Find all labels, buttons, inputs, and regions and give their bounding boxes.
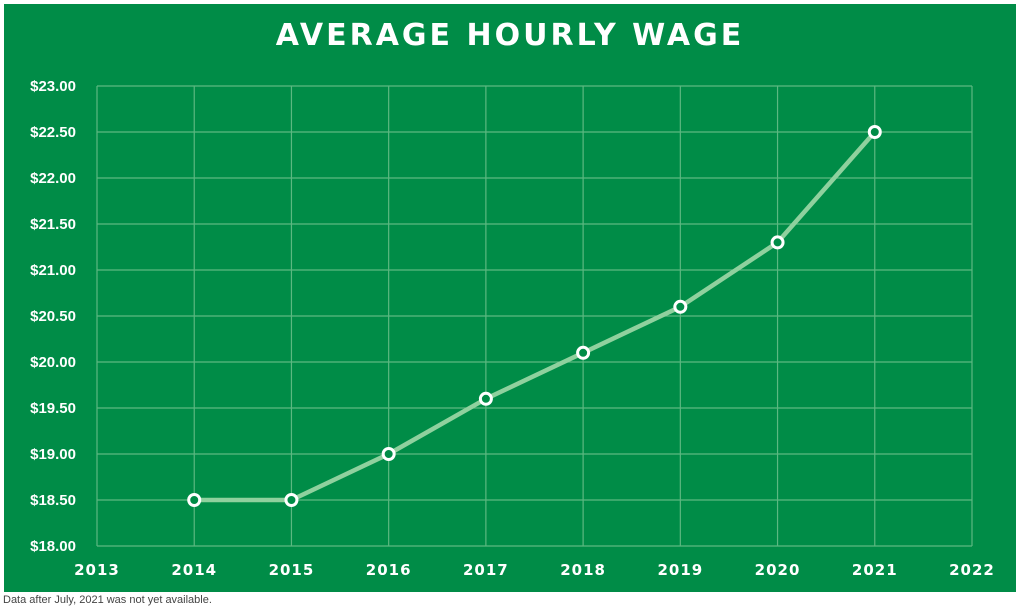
y-axis-ticks: $18.00 $18.50 $19.00 $19.50 $20.00 $20.50 $21.…: [30, 78, 76, 555]
data-point: [381, 447, 396, 461]
y-tick-label: $18.50: [30, 492, 76, 509]
x-tick-label: 2014: [171, 561, 217, 579]
chart-panel: AVERAGE HOURLY WAGE $18.00 $18.50 $19.00 $1…: [4, 4, 1016, 592]
x-tick-label: 2018: [560, 561, 606, 579]
x-tick-label: 2013: [74, 561, 120, 579]
data-point: [187, 493, 202, 507]
series-line: [191, 129, 878, 503]
footnote: Data after July, 2021 was not yet availa…: [3, 594, 212, 606]
series-polyline: [191, 129, 878, 503]
x-axis-ticks: 2013 2014 2015 2016 2017 2018 2019 2020 2021 2022: [74, 561, 995, 579]
x-tick-label: 2019: [657, 561, 703, 579]
x-tick-label: 2021: [852, 561, 898, 579]
y-tick-label: $20.00: [30, 354, 76, 371]
x-tick-label: 2017: [463, 561, 509, 579]
y-tick-label: $18.00: [30, 538, 76, 555]
data-points: [187, 125, 882, 507]
data-point: [576, 345, 591, 360]
data-point: [478, 391, 493, 406]
x-tick-label: 2022: [949, 561, 995, 579]
x-tick-label: 2015: [269, 561, 315, 579]
chart-svg: $18.00 $18.50 $19.00 $19.50 $20.00 $20.50 $21.…: [30, 78, 995, 579]
y-tick-label: $21.00: [30, 262, 76, 279]
y-tick-label: $23.00: [30, 78, 76, 95]
data-point: [673, 299, 688, 314]
y-tick-label: $21.50: [30, 216, 76, 233]
chart-title: AVERAGE HOURLY WAGE: [275, 18, 745, 53]
data-point: [284, 493, 299, 507]
data-point: [770, 235, 785, 250]
y-tick-label: $19.50: [30, 400, 76, 417]
y-tick-label: $22.50: [30, 124, 76, 141]
x-tick-label: 2016: [366, 561, 412, 579]
x-tick-label: 2020: [755, 561, 801, 579]
y-tick-label: $19.00: [30, 446, 76, 463]
data-point: [867, 125, 882, 139]
y-tick-label: $22.00: [30, 170, 76, 187]
y-tick-label: $20.50: [30, 308, 76, 325]
grid: [96, 85, 973, 547]
